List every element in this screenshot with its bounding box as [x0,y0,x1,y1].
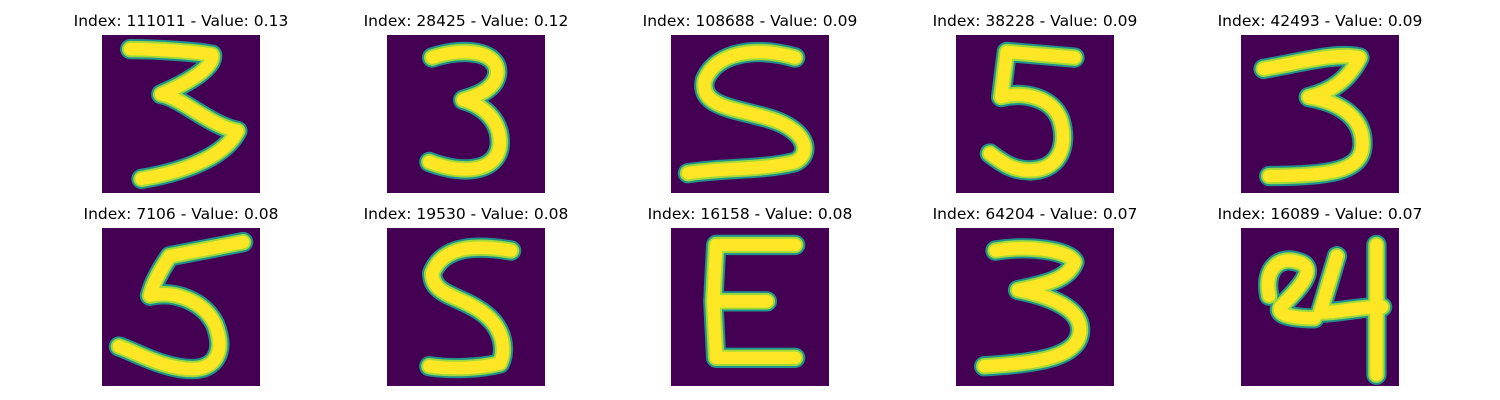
digit-3-image [387,35,545,193]
digit-image [387,35,545,193]
digit-image [671,228,829,386]
digit-image [1241,228,1399,386]
panel-title: Index: 42493 - Value: 0.09 [1217,12,1423,30]
panel-title: Index: 108688 - Value: 0.09 [642,12,858,30]
digit-image [387,228,545,386]
digit-24-image [1241,228,1399,386]
digit-image [956,35,1114,193]
digit-stroke [112,235,250,376]
digit-image [1241,35,1399,193]
digit-stroke [983,45,1081,177]
digit-stroke [124,42,244,186]
panel-title: Index: 111011 - Value: 0.13 [73,12,289,30]
digit-5-image [102,228,260,386]
digit-image [102,35,260,193]
digit-3-image [102,35,260,193]
digit-stroke [423,45,507,176]
panel-title: Index: 16089 - Value: 0.07 [1217,205,1423,223]
digit-stroke [1257,49,1369,183]
panel-title: Index: 7106 - Value: 0.08 [83,205,279,223]
digit-3-image [956,228,1114,386]
panel-title: Index: 64204 - Value: 0.07 [932,205,1138,223]
digit-image [102,228,260,386]
digit-stroke [681,46,811,180]
digit-image [956,228,1114,386]
digit-5-image [671,35,829,193]
digit-5-image [387,228,545,386]
digit-stroke [978,242,1087,373]
digit-image [671,35,829,193]
digit-3-image [1241,35,1399,193]
panel-title: Index: 28425 - Value: 0.12 [363,12,569,30]
digit-stroke [707,238,802,364]
digit-stroke [1261,238,1389,381]
panel-title: Index: 19530 - Value: 0.08 [363,205,569,223]
digit-e-image [671,228,829,386]
panel-title: Index: 16158 - Value: 0.08 [647,205,853,223]
panel-title: Index: 38228 - Value: 0.09 [932,12,1138,30]
digit-stroke [423,241,518,375]
digit-5-image [956,35,1114,193]
